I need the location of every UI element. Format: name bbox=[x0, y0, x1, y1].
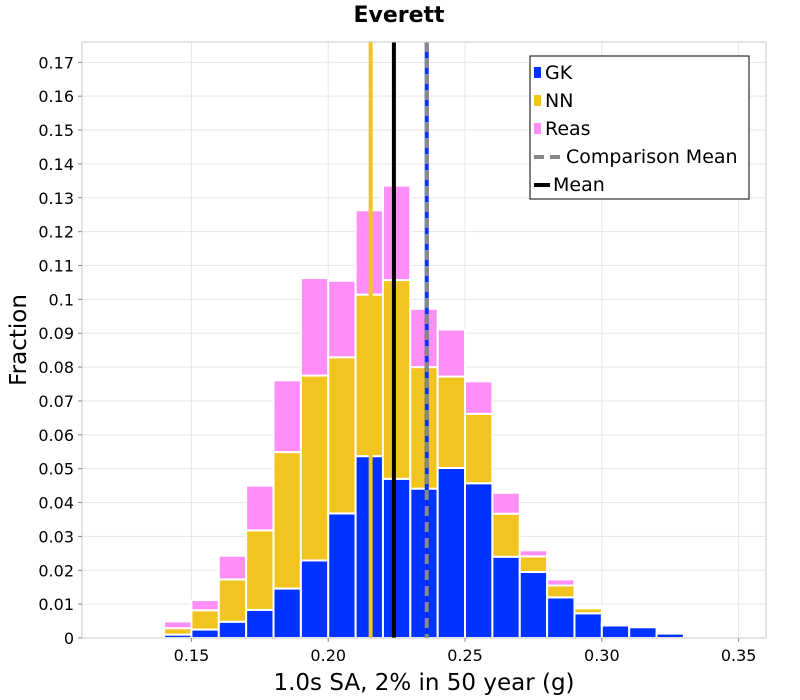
chart-title: Everett bbox=[353, 3, 445, 28]
bar-nn-9 bbox=[327, 356, 357, 515]
y-tick-label: 0.13 bbox=[38, 189, 74, 208]
x-tick-label: 0.20 bbox=[310, 646, 346, 665]
bar-reas-7 bbox=[272, 379, 302, 454]
bar-gk-15 bbox=[491, 555, 521, 640]
bar-nn-8 bbox=[299, 374, 330, 562]
bar-gk-6 bbox=[245, 608, 275, 640]
bar-reas-8 bbox=[299, 277, 330, 377]
bar-nn-6 bbox=[245, 529, 275, 611]
bar-reas-11 bbox=[381, 184, 412, 282]
y-tick-label: 0.01 bbox=[38, 595, 74, 614]
y-tick-label: 0.12 bbox=[38, 223, 74, 242]
bar-reas-17 bbox=[546, 578, 576, 587]
bar-reas-3 bbox=[163, 620, 193, 630]
x-tick-label: 0.35 bbox=[721, 646, 757, 665]
bar-nn-11 bbox=[381, 279, 412, 480]
legend: GK NN Reas Comparison Mean Mean bbox=[529, 55, 750, 200]
bar-gk-16 bbox=[518, 570, 549, 639]
bar-gk-19 bbox=[600, 624, 631, 640]
bar-gk-4 bbox=[190, 628, 220, 640]
x-tick-label: 0.25 bbox=[447, 646, 483, 665]
bar-nn-20 bbox=[628, 625, 658, 629]
y-tick-label: 0 bbox=[64, 629, 74, 648]
y-tick-label: 0.11 bbox=[38, 257, 74, 276]
y-tick-label: 0.05 bbox=[38, 460, 74, 479]
x-tick-label: 0.30 bbox=[584, 646, 620, 665]
bar-gk-20 bbox=[628, 626, 658, 639]
legend-label-mean: Mean bbox=[553, 174, 605, 196]
bar-reas-4 bbox=[190, 599, 220, 612]
x-tick-label: 0.15 bbox=[174, 646, 210, 665]
y-tick-label: 0.06 bbox=[38, 426, 74, 445]
bar-nn-15 bbox=[491, 512, 521, 558]
bar-gk-14 bbox=[464, 482, 494, 640]
legend-swatch-gk bbox=[534, 67, 541, 78]
bar-gk-11 bbox=[381, 477, 412, 639]
bar-reas-18 bbox=[573, 605, 603, 610]
bar-nn-14 bbox=[464, 412, 494, 485]
bar-reas-16 bbox=[518, 549, 549, 558]
bar-nn-12 bbox=[409, 366, 439, 490]
bar-gk-7 bbox=[272, 587, 302, 639]
bar-reas-9 bbox=[327, 279, 357, 359]
bar-reas-19 bbox=[600, 621, 631, 625]
bar-gk-8 bbox=[299, 559, 330, 639]
legend-label-nn: NN bbox=[545, 90, 573, 112]
x-axis-ticks: 0.15 0.20 0.25 0.30 0.35 bbox=[174, 638, 757, 665]
bar-gk-21 bbox=[655, 632, 685, 639]
y-tick-label: 0.04 bbox=[38, 494, 74, 513]
bar-nn-13 bbox=[436, 375, 467, 470]
y-tick-label: 0.16 bbox=[38, 87, 74, 106]
legend-box bbox=[529, 55, 750, 200]
bar-gk-9 bbox=[327, 512, 357, 640]
bar-reas-15 bbox=[491, 491, 521, 515]
y-tick-label: 0.15 bbox=[38, 121, 74, 140]
y-tick-label: 0.09 bbox=[38, 324, 74, 343]
y-tick-label: 0.14 bbox=[38, 155, 74, 174]
y-tick-label: 0.03 bbox=[38, 527, 74, 546]
legend-label-reas: Reas bbox=[545, 118, 591, 140]
bar-nn-5 bbox=[217, 578, 248, 623]
legend-swatch-nn bbox=[534, 95, 541, 106]
bar-reas-6 bbox=[245, 484, 275, 532]
bar-nn-16 bbox=[518, 555, 549, 573]
y-tick-label: 0.07 bbox=[38, 392, 74, 411]
y-tick-label: 0.17 bbox=[38, 53, 74, 72]
bar-gk-18 bbox=[573, 612, 603, 639]
y-axis-label: Fraction bbox=[6, 294, 32, 386]
y-tick-label: 0.08 bbox=[38, 358, 74, 377]
bar-reas-5 bbox=[217, 554, 248, 581]
bar-nn-4 bbox=[190, 609, 220, 631]
bar-gk-17 bbox=[546, 596, 576, 640]
bar-reas-12 bbox=[409, 307, 439, 369]
bar-gk-13 bbox=[436, 467, 467, 639]
bar-gk-5 bbox=[217, 620, 248, 640]
legend-label-comparison-mean: Comparison Mean bbox=[566, 146, 738, 168]
mean-lines bbox=[368, 42, 429, 638]
bar-nn-17 bbox=[546, 584, 576, 599]
bar-gk-12 bbox=[409, 487, 439, 640]
legend-label-gk: GK bbox=[545, 62, 573, 84]
bar-reas-14 bbox=[464, 380, 494, 415]
bar-reas-13 bbox=[436, 328, 467, 378]
y-axis-ticks: 0 0.01 0.02 0.03 0.04 0.05 0.06 0.07 0.08 0.09 0.1… bbox=[38, 53, 82, 648]
bar-nn-7 bbox=[272, 451, 302, 590]
plot-frame bbox=[81, 41, 767, 639]
y-tick-label: 0.02 bbox=[38, 561, 74, 580]
y-tick-label: 0.1 bbox=[49, 290, 74, 309]
x-axis-label: 1.0s SA, 2% in 50 year (g) bbox=[273, 670, 574, 696]
legend-swatch-reas bbox=[534, 123, 541, 134]
